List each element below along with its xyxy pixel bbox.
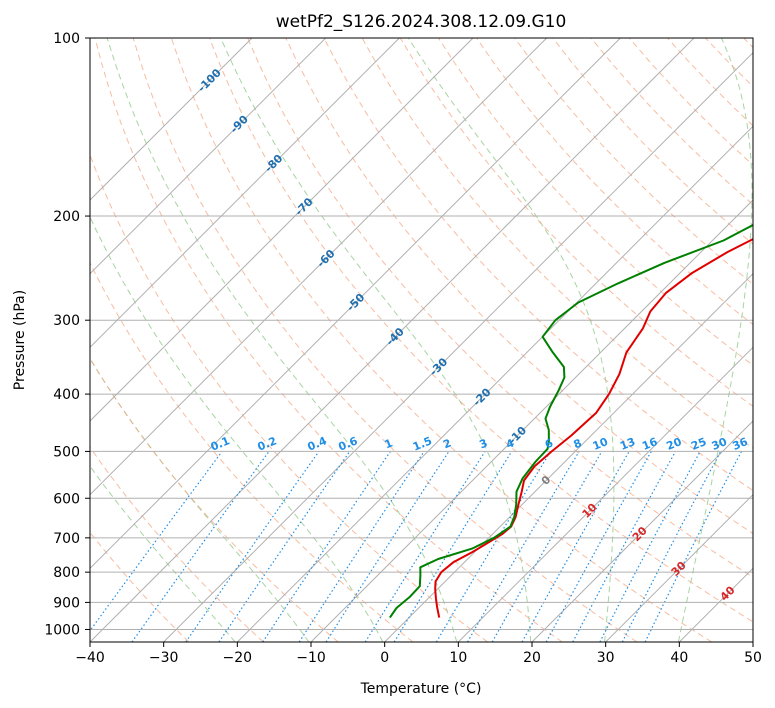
mixing-ratio-lines	[90, 451, 743, 642]
mixing-ratio-line	[218, 451, 351, 642]
mixing-ratio-label: 3	[477, 437, 489, 452]
mixing-ratio-line	[262, 451, 391, 642]
mixing-ratio-line	[185, 451, 320, 642]
isotherm-line	[310, 199, 753, 642]
isotherm-line	[236, 125, 753, 642]
isotherm-line	[752, 641, 753, 642]
isotherm-line	[90, 38, 474, 422]
x-tick-label: −20	[223, 650, 253, 666]
chart-title: wetPf2_S126.2024.308.12.09.G10	[276, 12, 567, 32]
plot-background	[90, 38, 753, 642]
isotherm-line	[90, 38, 621, 570]
x-tick-label: 50	[744, 650, 762, 666]
plot-frame	[89, 37, 754, 643]
moist-adiabat-line	[106, 38, 458, 642]
y-tick-label: 300	[53, 313, 80, 329]
mixing-ratio-label: 20	[665, 435, 684, 453]
y-axis-label: Pressure (hPa)	[12, 290, 28, 390]
dry-adiabat-line	[476, 38, 753, 326]
y-tick-label: 800	[53, 565, 80, 581]
mixing-ratio-label: 36	[731, 435, 750, 453]
mixing-ratio-line	[131, 451, 270, 642]
dry-adiabat-line	[132, 38, 638, 642]
y-axis-ticks: 1000 900 800 700 600 500 400 300 200 100	[44, 31, 90, 638]
moist-adiabat-line	[90, 465, 236, 642]
y-tick-label: 600	[53, 491, 80, 507]
isotherm-line	[605, 493, 753, 642]
plot-area: -100-90-80-70-60-50-40-30-20-10010203040…	[90, 38, 753, 642]
mixing-ratio-label: 30	[710, 435, 729, 453]
x-tick-label: 20	[523, 650, 541, 666]
x-tick-label: 0	[380, 650, 389, 666]
x-axis-label: Temperature (°C)	[360, 681, 482, 697]
moist-adiabat-line	[220, 38, 532, 642]
dry-adiabat-line	[170, 38, 712, 642]
dry-adiabat-line	[94, 38, 563, 642]
dry-adiabat-line	[323, 38, 753, 492]
y-tick-label: 100	[53, 31, 80, 47]
isotherm-line	[90, 38, 548, 496]
isotherm-line	[90, 38, 253, 201]
mixing-ratio-line	[325, 451, 450, 642]
mixing-ratio-label: 16	[640, 435, 659, 453]
dry-adiabat-line	[90, 357, 339, 642]
mixing-ratio-label: 1	[383, 436, 395, 451]
mixing-ratio-line	[393, 451, 513, 642]
moist-adiabat-line	[407, 38, 615, 642]
mixing-ratio-line	[521, 451, 630, 642]
mixing-ratio-line	[90, 451, 223, 632]
mixing-ratio-line	[298, 451, 425, 642]
mixing-ratio-line	[545, 451, 652, 642]
mixing-ratio-line	[644, 451, 743, 642]
x-tick-label: −30	[149, 650, 179, 666]
y-tick-label: 200	[53, 209, 80, 225]
isobars	[90, 38, 753, 630]
mixing-ratio-label: 13	[618, 435, 637, 453]
y-tick-label: 1000	[44, 622, 80, 638]
y-tick-label: 400	[53, 387, 80, 403]
dry-adiabats	[90, 38, 753, 642]
mixing-ratio-label: 10	[591, 435, 610, 453]
dry-adiabat-line	[90, 261, 414, 642]
y-tick-label: 700	[53, 531, 80, 547]
isotherm-line	[90, 38, 327, 275]
x-tick-label: −10	[296, 650, 326, 666]
y-tick-label: 900	[53, 595, 80, 611]
dry-adiabat-line	[209, 38, 753, 623]
x-tick-label: 40	[670, 650, 688, 666]
mixing-ratio-line	[572, 451, 677, 642]
dry-adiabat-line	[247, 38, 753, 578]
dry-adiabat-line	[285, 38, 753, 535]
isotherm-line	[90, 38, 695, 642]
mixing-ratio-label: 2	[441, 436, 453, 451]
x-axis-ticks: −40 −30 −20 −10 0 10 20 30 40 50	[75, 642, 762, 666]
y-tick-label: 500	[53, 444, 80, 460]
isotherm-line	[531, 420, 753, 642]
x-tick-label: 30	[597, 650, 615, 666]
profile-line	[434, 237, 753, 618]
mixing-ratio-label: 25	[689, 435, 708, 453]
profile-series	[389, 223, 753, 619]
x-tick-label: −40	[75, 650, 105, 666]
profile-line	[389, 223, 753, 619]
dry-adiabat-line	[514, 38, 753, 285]
isotherm-line	[457, 346, 753, 642]
isotherm-line	[163, 51, 753, 642]
dry-adiabat-line	[90, 446, 264, 642]
moist-adiabat-line	[677, 38, 753, 642]
x-tick-label: 10	[449, 650, 467, 666]
mixing-ratio-label: 8	[572, 437, 584, 452]
moist-adiabat-line	[90, 215, 384, 642]
isotherm-line	[90, 38, 400, 349]
mixing-ratio-line	[621, 451, 722, 642]
